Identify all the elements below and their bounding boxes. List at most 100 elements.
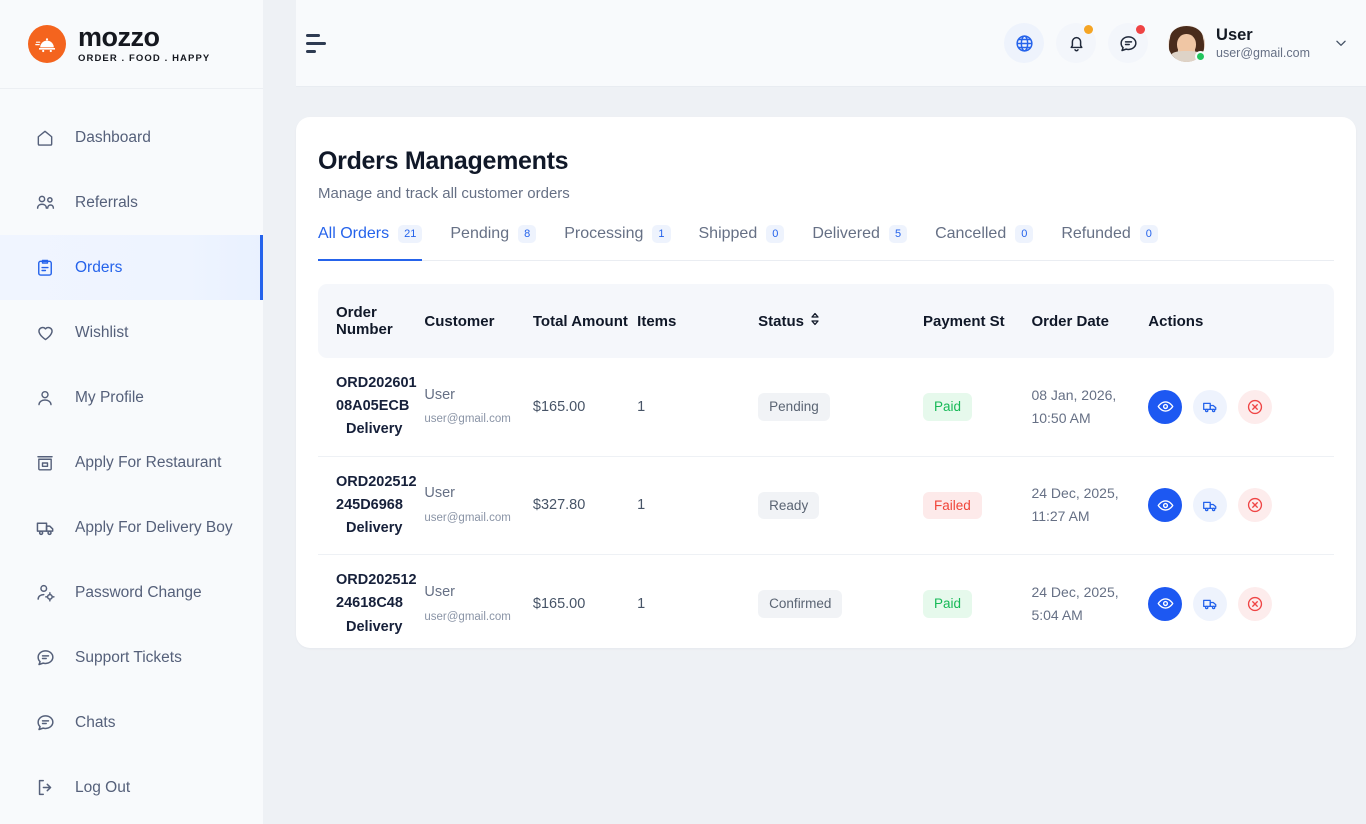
sidebar-item-password-change[interactable]: Password Change xyxy=(0,560,263,625)
cell-actions xyxy=(1148,554,1334,648)
tab-label: Processing xyxy=(564,225,644,242)
table-row[interactable]: ORD202512245D6968 Delivery User user@gmai… xyxy=(318,456,1334,556)
payment-status-badge: Paid xyxy=(922,393,973,421)
view-icon[interactable] xyxy=(1148,488,1183,523)
table-head: Order Number Customer Total Amount Items… xyxy=(318,284,1334,358)
user-name: User xyxy=(1216,25,1253,44)
main-area: User user@gmail.com Orders Managements M… xyxy=(264,0,1366,824)
status-badge: Confirmed xyxy=(758,590,843,618)
sidebar-item-label: Orders xyxy=(75,258,123,276)
sidebar-item-label: Dashboard xyxy=(75,128,151,146)
sidebar-item-label: Wishlist xyxy=(75,323,129,341)
food-cloche-icon xyxy=(28,25,66,63)
cell-payment-status: Failed xyxy=(922,456,1032,556)
sidebar-item-orders[interactable]: Orders xyxy=(0,235,263,300)
brand-name: mozzo xyxy=(78,22,160,53)
presence-indicator xyxy=(1195,50,1207,62)
cancel-icon[interactable] xyxy=(1238,586,1273,621)
sidebar-item-label: Support Tickets xyxy=(75,648,182,666)
user-icon xyxy=(34,387,56,409)
sidebar-item-label: Referrals xyxy=(75,193,138,211)
avatar xyxy=(1168,24,1207,62)
customer-name: User xyxy=(424,485,456,502)
column-order-date: Order Date xyxy=(1031,284,1149,358)
sidebar-item-label: My Profile xyxy=(75,388,144,406)
sidebar-item-support-tickets[interactable]: Support Tickets xyxy=(0,625,263,690)
sidebar-item-referrals[interactable]: Referrals xyxy=(0,170,263,235)
tab-label: Cancelled xyxy=(935,225,1007,242)
tab-pending[interactable]: Pending 8 xyxy=(450,225,537,260)
order-number: ORD202512245D6968 xyxy=(336,473,417,513)
cell-status: Confirmed xyxy=(758,554,923,648)
column-order-number: Order Number xyxy=(318,284,425,358)
cell-total-amount: $165.00 xyxy=(532,554,638,648)
tab-label: Pending xyxy=(450,225,510,242)
order-type: Delivery xyxy=(346,421,403,438)
sidebar-item-chats[interactable]: Chats xyxy=(0,690,263,755)
sidebar-item-dashboard[interactable]: Dashboard xyxy=(0,105,263,170)
chat-icon xyxy=(34,647,56,669)
truck-icon xyxy=(34,517,56,539)
brand-logo-block[interactable]: mozzo ORDER . FOOD . HAPPY xyxy=(0,0,263,89)
truck-icon[interactable] xyxy=(1193,586,1228,621)
sidebar-item-apply-for-delivery-boy[interactable]: Apply For Delivery Boy xyxy=(0,495,263,560)
sidebar-item-my-profile[interactable]: My Profile xyxy=(0,365,263,430)
table-body: ORD20260108A05ECB Delivery User user@gmai… xyxy=(318,358,1334,648)
view-icon[interactable] xyxy=(1148,586,1183,621)
tab-refunded[interactable]: Refunded 0 xyxy=(1061,225,1158,260)
tab-processing[interactable]: Processing 1 xyxy=(564,225,671,260)
table-header-row: Order Number Customer Total Amount Items… xyxy=(318,284,1334,358)
bell-icon[interactable] xyxy=(1056,23,1097,63)
tab-delivered[interactable]: Delivered 5 xyxy=(812,225,908,260)
cancel-icon[interactable] xyxy=(1238,488,1273,523)
user-menu[interactable]: User user@gmail.com xyxy=(1168,24,1310,62)
tab-label: Delivered xyxy=(812,225,880,242)
cell-customer: User user@gmail.com xyxy=(424,554,533,648)
view-icon[interactable] xyxy=(1148,389,1183,424)
cell-payment-status: Paid xyxy=(922,358,1032,457)
customer-email: user@gmail.com xyxy=(424,610,511,623)
sidebar-item-wishlist[interactable]: Wishlist xyxy=(0,300,263,365)
truck-icon[interactable] xyxy=(1193,488,1228,523)
cell-order-date: 08 Jan, 2026, 10:50 AM xyxy=(1031,358,1149,457)
orders-table-wrap: Order Number Customer Total Amount Items… xyxy=(318,284,1334,648)
column-items: Items xyxy=(637,284,759,358)
hamburger-icon[interactable] xyxy=(306,33,340,53)
topbar-actions: User user@gmail.com xyxy=(1004,23,1348,63)
cell-total-amount: $327.80 xyxy=(532,456,638,556)
message-icon[interactable] xyxy=(1108,23,1149,63)
cell-order-number: ORD20251224618C48 Delivery xyxy=(318,554,425,648)
table-row[interactable]: ORD20260108A05ECB Delivery User user@gmai… xyxy=(318,358,1334,457)
table-row[interactable]: ORD20251224618C48 Delivery User user@gmai… xyxy=(318,554,1334,648)
page-subtitle: Manage and track all customer orders xyxy=(318,185,570,202)
status-sort-control[interactable]: Status xyxy=(758,312,820,330)
user-email: user@gmail.com xyxy=(1216,45,1310,60)
cancel-icon[interactable] xyxy=(1238,389,1273,424)
heart-icon xyxy=(34,322,56,344)
status-badge: Pending xyxy=(758,393,830,421)
cell-status: Pending xyxy=(758,358,923,457)
tab-label: Refunded xyxy=(1061,225,1131,242)
content-area: Orders Managements Manage and track all … xyxy=(264,87,1366,824)
cell-items: 1 xyxy=(637,358,759,457)
column-customer: Customer xyxy=(424,284,533,358)
tab-count: 21 xyxy=(398,225,423,243)
sidebar-item-log-out[interactable]: Log Out xyxy=(0,755,263,820)
logout-icon xyxy=(34,777,56,799)
order-number: ORD20260108A05ECB xyxy=(336,375,417,415)
tab-shipped[interactable]: Shipped 0 xyxy=(699,225,785,260)
chevron-down-icon[interactable] xyxy=(1334,36,1348,50)
page-title: Orders Managements xyxy=(318,147,569,175)
cell-status: Ready xyxy=(758,456,923,556)
truck-icon[interactable] xyxy=(1193,389,1228,424)
globe-icon[interactable] xyxy=(1004,23,1045,63)
tab-cancelled[interactable]: Cancelled 0 xyxy=(935,225,1034,260)
sidebar-item-label: Apply For Restaurant xyxy=(75,453,222,471)
sidebar-item-apply-for-restaurant[interactable]: Apply For Restaurant xyxy=(0,430,263,495)
tab-count: 1 xyxy=(652,225,671,243)
cell-customer: User user@gmail.com xyxy=(424,358,533,457)
sidebar: mozzo ORDER . FOOD . HAPPY Dashboard Ref… xyxy=(0,0,264,824)
cell-actions xyxy=(1148,358,1334,457)
tab-all-orders[interactable]: All Orders 21 xyxy=(318,225,423,261)
cell-customer: User user@gmail.com xyxy=(424,456,533,556)
